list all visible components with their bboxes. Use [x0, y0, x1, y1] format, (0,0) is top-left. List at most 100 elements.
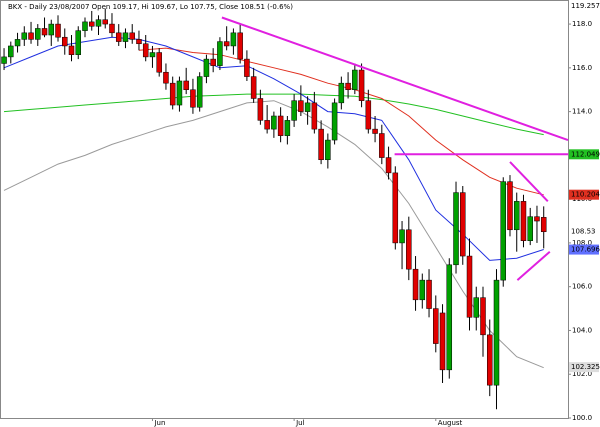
- candle-body: [169, 82, 176, 106]
- candle-body: [129, 32, 135, 40]
- candle-body: [507, 181, 513, 231]
- candle-body: [115, 32, 122, 42]
- candle-body: [203, 58, 210, 77]
- x-tick-label: Jul: [295, 419, 305, 427]
- candle-body: [385, 157, 392, 174]
- candle-body: [318, 128, 324, 161]
- candle-body: [304, 102, 311, 112]
- y-tick-label: 102.0: [572, 370, 592, 378]
- candle-body: [163, 71, 169, 84]
- candle-body: [122, 32, 129, 42]
- candle-body: [466, 255, 473, 318]
- candle-body: [527, 216, 533, 241]
- candle-body: [62, 36, 68, 47]
- candle-body: [284, 120, 291, 136]
- candle-body: [338, 82, 345, 104]
- price-label-box: [569, 189, 599, 200]
- candle-body: [493, 279, 500, 386]
- candle-body: [392, 172, 399, 244]
- candle-body: [379, 133, 385, 158]
- candle-body: [190, 89, 196, 108]
- trendline: [221, 16, 569, 142]
- trendline: [516, 250, 551, 281]
- candle-body: [109, 23, 115, 34]
- candle-body: [223, 41, 230, 47]
- candle-body: [358, 69, 365, 101]
- candle-body: [210, 58, 216, 66]
- trendline: [509, 161, 549, 202]
- candle-body: [14, 39, 21, 47]
- candle-body: [406, 229, 412, 270]
- candle-body: [473, 297, 480, 318]
- price-label: 119.257: [571, 2, 600, 10]
- candle-body: [95, 19, 102, 27]
- candle-body: [68, 45, 75, 55]
- x-tick-label: August: [438, 419, 463, 427]
- y-tick-label: 108.0: [572, 239, 592, 247]
- candle-body: [156, 52, 162, 73]
- candle-body: [311, 102, 318, 130]
- candle-body: [230, 32, 237, 47]
- candle-body: [264, 120, 270, 130]
- price-label-box: [569, 226, 599, 237]
- candle-body: [291, 100, 297, 121]
- candle-body: [183, 80, 189, 90]
- candle-body: [136, 39, 142, 45]
- price-label: 112.049: [571, 150, 600, 158]
- candle-body: [486, 334, 493, 386]
- price-label: 107.696: [571, 246, 600, 254]
- chart-title: BKX - Daily 23/08/2007 Open 109.17, Hi 1…: [8, 3, 293, 11]
- candle-body: [257, 98, 264, 121]
- candle-body: [82, 21, 88, 31]
- candle-body: [48, 23, 55, 36]
- candle-body: [21, 32, 28, 40]
- x-tick-label: Jun: [153, 419, 165, 427]
- y-tick-label: 114.0: [572, 108, 592, 116]
- candle-body: [534, 216, 540, 222]
- price-label: 108.53: [571, 227, 596, 235]
- candle-body: [244, 58, 250, 77]
- candle-body: [372, 128, 378, 134]
- candle-body: [41, 28, 48, 36]
- y-tick-label: 104.0: [572, 326, 592, 334]
- candle-body: [250, 76, 257, 99]
- candle-body: [325, 139, 331, 161]
- price-label: 102.325: [571, 363, 600, 371]
- price-label-box: [569, 149, 599, 160]
- y-tick-label: 106.0: [572, 283, 592, 291]
- candle-body: [1, 56, 7, 64]
- price-label-box: [569, 244, 599, 255]
- candle-body: [345, 82, 351, 90]
- moving-average: [3, 100, 544, 369]
- candle-body: [433, 308, 439, 344]
- candle-body: [453, 192, 459, 266]
- candle-body: [176, 80, 183, 106]
- candle-body: [513, 201, 520, 231]
- candle-body: [149, 52, 156, 58]
- candle-body: [277, 115, 284, 136]
- candle-body: [271, 115, 277, 130]
- candle-body: [35, 28, 41, 40]
- candle-body: [217, 41, 223, 66]
- candle-body: [352, 69, 358, 90]
- candle-body: [426, 279, 432, 309]
- candle-body: [28, 32, 34, 40]
- candle-body: [365, 100, 372, 130]
- candle-body: [540, 217, 547, 233]
- candle-body: [331, 102, 338, 141]
- candle-body: [298, 100, 304, 112]
- candle-body: [196, 76, 203, 108]
- y-tick-label: 100.0: [572, 414, 592, 422]
- price-label-box: [569, 362, 599, 373]
- y-tick-label: 118.0: [572, 20, 592, 28]
- candle-body: [102, 19, 108, 25]
- candle-body: [460, 192, 466, 257]
- candle-body: [412, 268, 419, 301]
- candle-body: [88, 21, 95, 27]
- candle-body: [520, 201, 527, 241]
- y-tick-label: 116.0: [572, 64, 592, 72]
- price-label-box: [569, 1, 599, 11]
- candle-body: [399, 229, 405, 244]
- candle-body: [480, 297, 486, 336]
